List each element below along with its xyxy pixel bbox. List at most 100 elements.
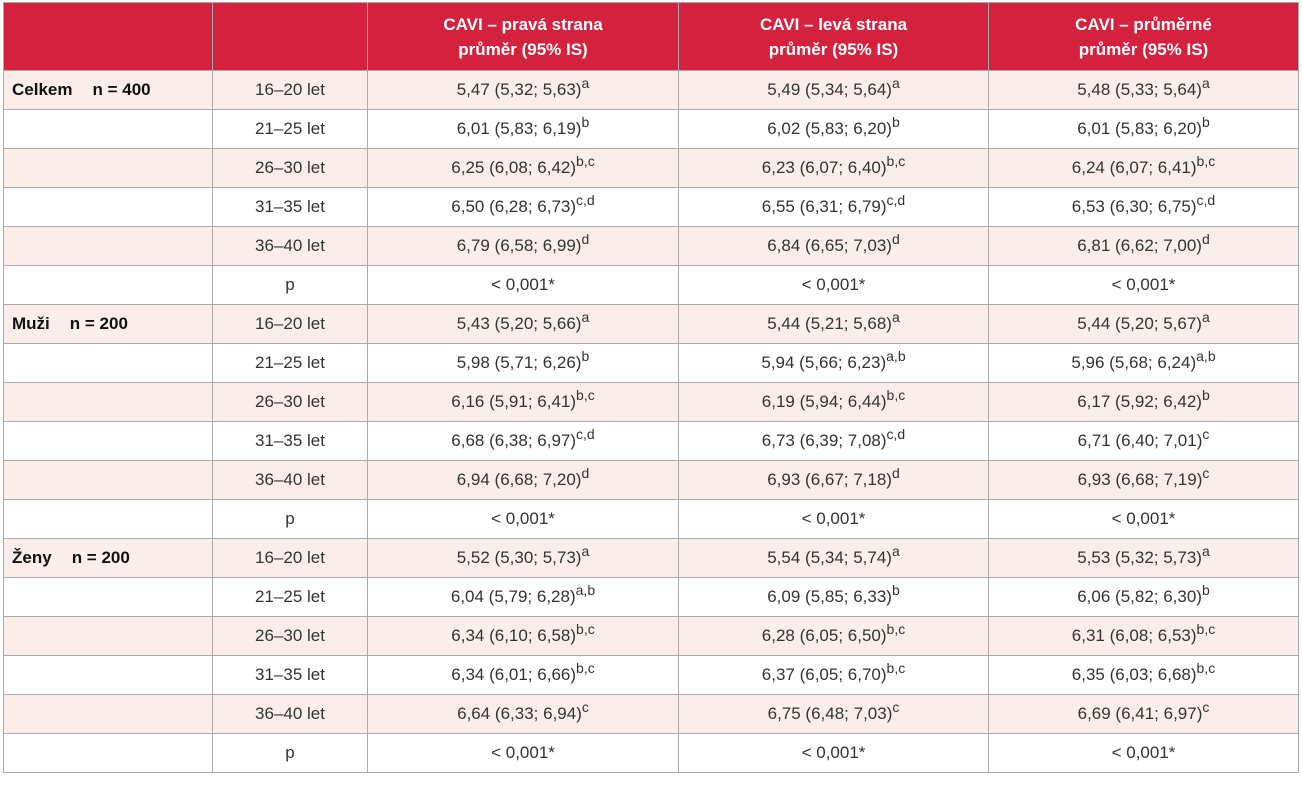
table-row: p < 0,001* < 0,001* < 0,001* [3,265,1299,305]
table-row: 36–40 let 6,64 (6,33; 6,94)c 6,75 (6,48; 7… [3,694,1299,734]
group-cell: Celkem n = 400 [3,70,213,110]
group-name: Celkem [12,80,73,99]
value-cell: 6,25 (6,08; 6,42)b,c [367,148,679,188]
cell-superscript: a [891,309,900,325]
table-row: 21–25 let 6,01 (5,83; 6,19)b 6,02 (5,83; 6… [3,109,1299,149]
cell-value: 6,19 (5,94; 6,44) [761,392,887,411]
cell-value: 6,34 (6,01; 6,66) [451,665,577,684]
cell-superscript: a [1201,309,1210,325]
cell-value: 6,09 (5,85; 6,33) [767,587,892,606]
table-row: 31–35 let 6,34 (6,01; 6,66)b,c 6,37 (6,05;… [3,655,1299,695]
cell-value: 6,31 (6,08; 6,53) [1071,626,1197,645]
group-cell [3,655,213,695]
cell-superscript: c [1202,426,1210,442]
cell-value: < 0,001* [801,275,866,294]
cell-superscript: b,c [1196,621,1216,637]
table-row: 26–30 let 6,34 (6,10; 6,58)b,c 6,28 (6,05;… [3,616,1299,656]
header-line2: průměr (95% IS) [458,39,588,59]
table-row: 21–25 let 6,04 (5,79; 6,28)a,b 6,09 (5,85;… [3,577,1299,617]
age-cell: 26–30 let [212,148,368,188]
age-cell: 16–20 let [212,70,368,110]
cell-value: 6,79 (6,58; 6,99) [456,236,582,255]
cell-superscript: b [891,582,900,598]
cell-value: 5,98 (5,71; 6,26) [456,353,582,372]
value-cell: 6,17 (5,92; 6,42)b [988,382,1299,422]
group-count: n = 400 [92,80,151,99]
cell-superscript: a [1201,75,1210,91]
cell-value: 6,06 (5,82; 6,30) [1077,587,1202,606]
table-row: Muži n = 200 16–20 let 5,43 (5,20; 5,66)a 5,… [3,304,1299,344]
cell-value: 6,55 (6,31; 6,79) [761,197,887,216]
cell-superscript: c,d [886,192,906,208]
cell-value: 6,37 (6,05; 6,70) [761,665,887,684]
table-row: 31–35 let 6,50 (6,28; 6,73)c,d 6,55 (6,31;… [3,187,1299,227]
value-cell: < 0,001* [678,265,989,305]
cell-value: 6,68 (6,38; 6,97) [451,431,577,450]
value-cell: 6,19 (5,94; 6,44)b,c [678,382,989,422]
value-cell: 6,55 (6,31; 6,79)c,d [678,187,989,227]
cell-value: 6,75 (6,48; 7,03) [767,704,893,723]
cell-superscript: b,c [886,387,906,403]
group-cell [3,616,213,656]
cell-value: 5,48 (5,33; 5,64) [1077,80,1202,99]
cell-superscript: c [1202,465,1210,481]
table-row: 21–25 let 5,98 (5,71; 6,26)b 5,94 (5,66; 6… [3,343,1299,383]
age-cell: 21–25 let [212,343,368,383]
cell-value: 6,81 (6,62; 7,00) [1077,236,1202,255]
cell-superscript: a [1201,543,1210,559]
value-cell: 6,64 (6,33; 6,94)c [367,694,679,734]
table-header: CAVI – pravá strana průměr (95% IS) CAVI… [3,2,1299,71]
table-row: p < 0,001* < 0,001* < 0,001* [3,733,1299,773]
value-cell: 6,79 (6,58; 6,99)d [367,226,679,266]
cell-value: 6,84 (6,65; 7,03) [767,236,892,255]
cell-superscript: b [891,114,900,130]
age-cell: 21–25 let [212,577,368,617]
table-row: p < 0,001* < 0,001* < 0,001* [3,499,1299,539]
value-cell: 6,06 (5,82; 6,30)b [988,577,1299,617]
cell-superscript: b,c [886,621,906,637]
header-line1: CAVI – průměrné [1075,14,1212,34]
cell-superscript: b,c [576,660,595,676]
header-group-cell [3,2,213,71]
value-cell: 6,75 (6,48; 7,03)c [678,694,989,734]
value-cell: 6,28 (6,05; 6,50)b,c [678,616,989,656]
value-cell: 6,01 (5,83; 6,20)b [988,109,1299,149]
group-cell [3,694,213,734]
value-cell: 6,68 (6,38; 6,97)c,d [367,421,679,461]
age-cell: p [212,733,368,773]
group-cell [3,187,213,227]
value-cell: 6,93 (6,67; 7,18)d [678,460,989,500]
group-cell [3,109,213,149]
group-cell [3,577,213,617]
value-cell: 6,34 (6,10; 6,58)b,c [367,616,679,656]
cell-superscript: b,c [576,153,595,169]
group-cell [3,265,213,305]
value-cell: 6,84 (6,65; 7,03)d [678,226,989,266]
cell-superscript: b,c [886,660,906,676]
value-cell: 5,53 (5,32; 5,73)a [988,538,1299,578]
group-cell [3,421,213,461]
cell-superscript: a [891,543,900,559]
header-line2: průměr (95% IS) [768,39,899,59]
cell-value: 6,71 (6,40; 7,01) [1077,431,1203,450]
table-row: 26–30 let 6,25 (6,08; 6,42)b,c 6,23 (6,07;… [3,148,1299,188]
cell-value: 5,96 (5,68; 6,24) [1071,353,1197,372]
age-cell: 36–40 let [212,460,368,500]
value-cell: 6,35 (6,03; 6,68)b,c [988,655,1299,695]
table-row: 36–40 let 6,79 (6,58; 6,99)d 6,84 (6,65; 7… [3,226,1299,266]
value-cell: 5,96 (5,68; 6,24)a,b [988,343,1299,383]
group-cell [3,733,213,773]
cell-value: 6,04 (5,79; 6,28) [450,587,576,606]
cell-value: 6,28 (6,05; 6,50) [761,626,887,645]
cell-value: < 0,001* [801,743,866,762]
value-cell: 6,23 (6,07; 6,40)b,c [678,148,989,188]
cell-value: 6,01 (5,83; 6,19) [456,119,582,138]
table-body: Celkem n = 400 16–20 let 5,47 (5,32; 5,63)a… [3,70,1299,773]
cell-superscript: a,b [575,582,596,598]
value-cell: 6,53 (6,30; 6,75)c,d [988,187,1299,227]
header-cavi-right: CAVI – pravá strana průměr (95% IS) [367,2,679,71]
group-count: n = 200 [69,314,128,333]
cell-value: 6,02 (5,83; 6,20) [767,119,892,138]
value-cell: 5,44 (5,20; 5,67)a [988,304,1299,344]
table-row: Celkem n = 400 16–20 let 5,47 (5,32; 5,63)a… [3,70,1299,110]
